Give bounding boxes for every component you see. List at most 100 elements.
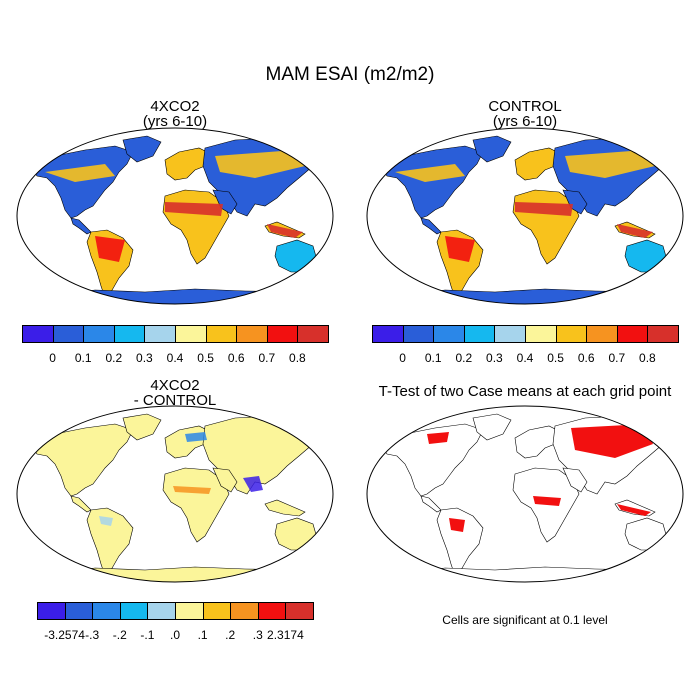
significant-cells-asia	[571, 424, 653, 458]
landmass-centralAmerica	[420, 217, 442, 235]
panel-title-4xco2: 4XCO2 (yrs 6-10)	[15, 99, 335, 129]
landmass-australia	[624, 517, 668, 551]
colorbar-label: -.2	[112, 628, 127, 642]
landmass-arabia	[212, 467, 238, 493]
panel-title-difference: 4XCO2 - CONTROL	[15, 378, 335, 408]
map-difference	[16, 405, 334, 583]
colorbar-swatch	[525, 325, 557, 343]
colorbar-label: 0.8	[289, 351, 306, 365]
colorbar-swatch	[205, 325, 238, 343]
panel-title-line2: - CONTROL	[133, 392, 217, 409]
colorbar-label: 0.3	[486, 351, 503, 365]
landmass-southAmerica	[436, 507, 484, 577]
colorbar-swatch	[297, 325, 329, 343]
landmass-europe	[514, 147, 562, 181]
map-frame	[366, 127, 684, 305]
landmass-antarctica	[50, 288, 316, 304]
colorbar-label: 0.2	[455, 351, 473, 365]
landmass-arabia	[562, 467, 588, 493]
landmass-northAmerica	[382, 423, 484, 497]
colorbar-label: .3	[252, 628, 263, 642]
significant-cells-indonesia	[617, 504, 651, 516]
colorbar-label: 0.3	[136, 351, 153, 365]
colorbar-label: 0.6	[227, 351, 245, 365]
panel-title-control: CONTROL (yrs 6-10)	[365, 99, 685, 129]
landmass-centralAmerica	[70, 495, 92, 513]
colorbar-swatch	[647, 325, 679, 343]
figure-title: MAM ESAI (m2/m2)	[265, 64, 435, 85]
colorbar-swatch	[83, 325, 115, 343]
tropical-band-africa	[515, 202, 573, 216]
map-ttest	[366, 405, 684, 583]
colorbar-label: 0.1	[424, 351, 442, 365]
colorbar-swatch	[285, 602, 314, 620]
colorbar-swatch	[37, 602, 66, 620]
landmass-indonesia	[264, 499, 306, 517]
colorbar-label: 0.4	[166, 351, 184, 365]
landmass-antarctica	[400, 288, 666, 304]
panel-title-ttest: T-Test of two Case means at each grid po…	[378, 383, 672, 400]
significant-cells-africa	[533, 496, 561, 506]
colorbar-label: .0	[169, 628, 181, 642]
positive-anomaly-sahel	[173, 486, 211, 494]
colorbar-swatch	[52, 325, 85, 343]
significant-cells-amazon	[449, 518, 465, 532]
colorbar-swatch	[266, 325, 299, 343]
colorbar-label: 0	[49, 351, 56, 365]
colorbar-label: -3.2574	[44, 628, 85, 642]
colorbar-label: 0	[399, 351, 406, 365]
significance-note: Cells are significant at 0.1 level	[442, 613, 608, 627]
colorbar-label: -.3	[85, 628, 100, 642]
panel-title-line1: 4XCO2	[150, 377, 200, 394]
colorbar-swatch	[433, 325, 465, 343]
map-frame	[366, 405, 684, 583]
tropical-band-indonesia	[267, 224, 303, 238]
colorbar-swatch	[119, 602, 149, 620]
colorbar-label: 0.6	[577, 351, 595, 365]
negative-anomaly-amazon	[99, 516, 113, 526]
landmass-northAmerica	[382, 145, 484, 219]
tropical-band-amazon	[95, 236, 125, 262]
colorbar-label: 0.1	[74, 351, 92, 365]
tropical-band-africa	[165, 202, 223, 216]
significant-cells-north-america	[427, 432, 449, 444]
landmass-northAmerica	[32, 423, 134, 497]
landmass-europe	[514, 425, 562, 459]
colorbar-label: 2.3174	[267, 628, 304, 642]
landmass-australia	[624, 239, 668, 273]
colorbar-swatch	[257, 602, 287, 620]
colorbar-swatch	[147, 602, 176, 620]
negative-anomaly-india	[243, 476, 263, 492]
panel-title-line1: CONTROL	[488, 98, 562, 115]
landmass-europe	[164, 147, 212, 181]
colorbar-swatch	[175, 602, 204, 620]
landmass-northAmerica	[32, 145, 134, 219]
colorbar-swatch	[372, 325, 404, 343]
colorbar-label: 0.4	[516, 351, 534, 365]
landmass-greenland	[472, 135, 512, 163]
colorbar-swatch	[616, 325, 649, 343]
colorbar-swatch	[22, 325, 54, 343]
colorbar-4xco2: 0 0.1 0.2 0.3 0.4 0.5 0.6 0.7 0.8	[22, 325, 329, 365]
colorbar-swatch	[494, 325, 526, 343]
colorbar-swatch	[236, 325, 268, 343]
landmass-greenland	[122, 135, 162, 163]
colorbar-swatch	[402, 325, 435, 343]
landmass-antarctica	[400, 566, 666, 582]
colorbar-label: 0.2	[105, 351, 123, 365]
panel-title-line1: 4XCO2	[150, 98, 200, 115]
colorbar-label: .1	[197, 628, 208, 642]
colorbar-swatch	[230, 602, 259, 620]
colorbar-swatch	[586, 325, 618, 343]
tropical-band-indonesia	[617, 224, 653, 238]
landmass-australia	[274, 517, 318, 551]
boreal-band-north-america	[395, 164, 465, 182]
colorbar-label: 0.5	[547, 351, 564, 365]
tropical-band-amazon	[445, 236, 475, 262]
landmass-greenland	[472, 413, 512, 441]
colorbar-label: 0.7	[608, 351, 626, 365]
map-control	[366, 127, 684, 305]
colorbar-label: -.1	[140, 628, 155, 642]
colorbar-label: 0.7	[258, 351, 276, 365]
colorbar-label: .2	[225, 628, 236, 642]
